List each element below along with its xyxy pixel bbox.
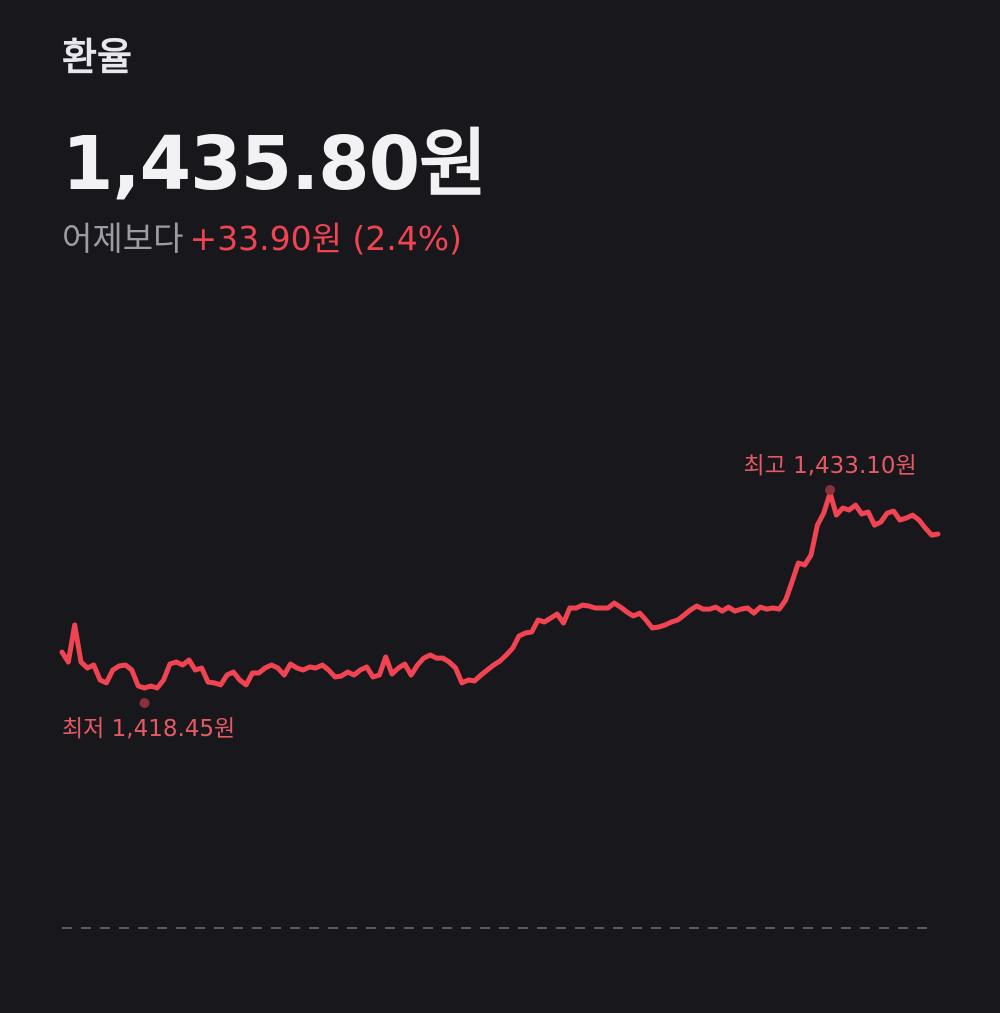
max-label: 최고 1,433.10원 [743, 453, 916, 479]
change-value: +33.90원 (2.4%) [189, 219, 463, 258]
compare-label: 어제보다 [62, 219, 184, 258]
current-rate: 1,435.80원 [62, 121, 487, 207]
min-point-marker [139, 698, 150, 708]
rate-line [59, 490, 941, 691]
min-label: 최저 1,418.45원 [62, 716, 235, 742]
change-summary: 어제보다 +33.90원 (2.4%) [62, 212, 462, 260]
max-point-marker [825, 485, 836, 495]
page-title: 환율 [62, 35, 132, 79]
